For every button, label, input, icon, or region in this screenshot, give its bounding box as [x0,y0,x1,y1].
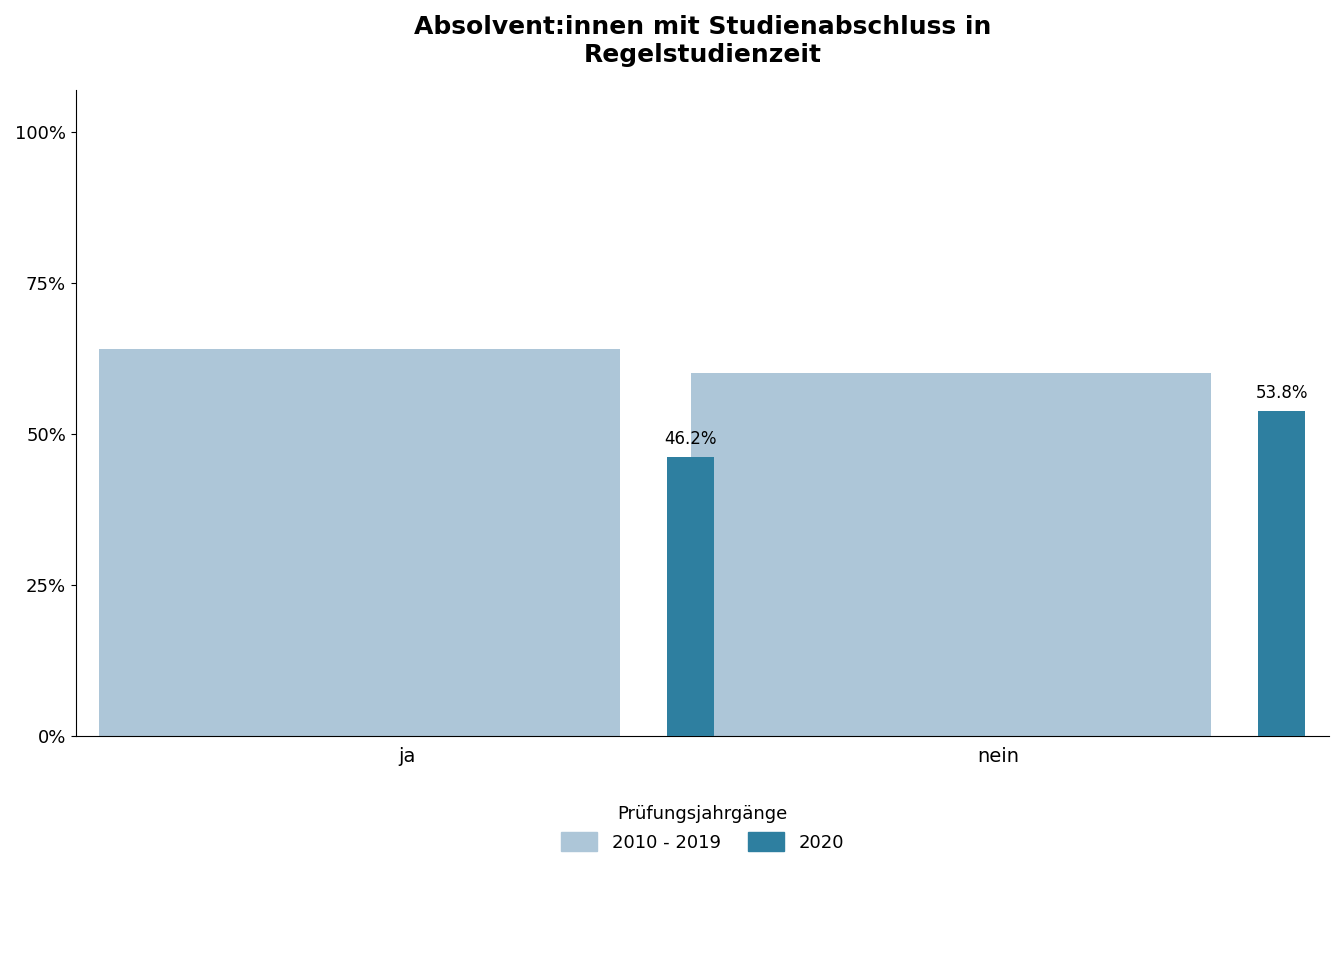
Bar [99,428,620,735]
Bar [691,470,1211,735]
Bar [99,452,620,735]
Bar [691,373,1211,735]
Bar [99,452,620,735]
Bar [99,482,620,735]
Bar [691,410,1211,735]
Bar [691,385,1211,735]
Legend: 2010 - 2019, 2020: 2010 - 2019, 2020 [552,796,852,861]
Bar [667,457,714,735]
Bar [99,361,620,735]
Bar [691,421,1211,735]
Bar [99,392,620,735]
Bar [691,434,1211,735]
Text: 46.2%: 46.2% [664,430,716,447]
Bar [1258,411,1305,735]
Bar [99,385,620,735]
Bar [99,349,620,735]
Title: Absolvent:innen mit Studienabschluss in
Regelstudienzeit: Absolvent:innen mit Studienabschluss in … [414,15,991,67]
Bar [99,361,620,735]
Bar [691,494,1211,735]
Bar [99,361,620,735]
Bar [691,421,1211,735]
Bar [691,470,1211,735]
Text: 53.8%: 53.8% [1255,384,1308,401]
Bar [691,494,1211,735]
